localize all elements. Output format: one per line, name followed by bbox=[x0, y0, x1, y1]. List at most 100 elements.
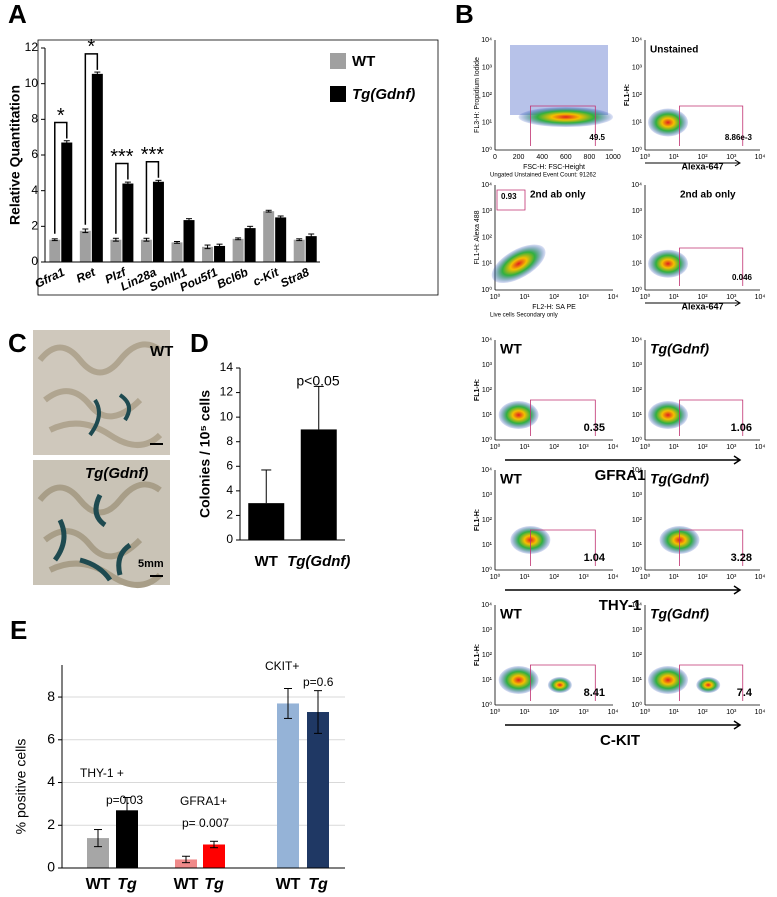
x-tick-label: 10¹ bbox=[519, 574, 530, 581]
x-tick-label: 10⁴ bbox=[755, 154, 766, 161]
bar bbox=[175, 859, 197, 868]
bar bbox=[61, 142, 73, 262]
axis-arrow bbox=[645, 299, 741, 307]
y-tick-label: 10¹ bbox=[632, 119, 643, 126]
marker-label: C-KIT bbox=[600, 732, 640, 749]
significance-label: * bbox=[57, 105, 65, 127]
y-tick-label: 10⁰ bbox=[481, 146, 492, 154]
y-tick-label: 10⁴ bbox=[481, 182, 492, 189]
bar bbox=[203, 844, 225, 868]
x-tick-label: 10² bbox=[549, 709, 560, 716]
density bbox=[648, 666, 688, 694]
y-tick-label: 10¹ bbox=[632, 261, 643, 268]
y-axis-label: % positive cells bbox=[13, 739, 29, 835]
plot-title: WT bbox=[500, 471, 522, 487]
x-axis-label: FSC-H: FSC-Height bbox=[523, 164, 585, 171]
density bbox=[648, 249, 688, 278]
significance-bracket bbox=[145, 161, 160, 234]
x-axis-label: Alexa-647 bbox=[681, 161, 723, 171]
x-tick-label: 10¹ bbox=[669, 444, 680, 451]
gate-value: 8.41 bbox=[584, 687, 605, 699]
y-tick-label: 10⁴ bbox=[631, 602, 642, 609]
x-tick-label: 10⁰ bbox=[640, 573, 651, 581]
annotation: p= 0.007 bbox=[182, 816, 229, 830]
image-label: WT bbox=[150, 343, 173, 360]
bar bbox=[293, 239, 305, 262]
x-tick-label: 10⁰ bbox=[640, 443, 651, 451]
x-tick-label: 1000 bbox=[605, 154, 621, 161]
y-axis-label: FL1-H: bbox=[474, 644, 481, 666]
y-tick-label: 10⁰ bbox=[481, 566, 492, 574]
gate bbox=[530, 529, 596, 566]
plot-frame bbox=[37, 39, 439, 296]
density bbox=[696, 677, 721, 693]
annotation: p<0.05 bbox=[296, 373, 339, 389]
x-tick-label: 10¹ bbox=[669, 709, 680, 716]
plot-title: Tg(Gdnf) bbox=[650, 606, 709, 622]
y-tick-label: 10⁴ bbox=[481, 37, 492, 44]
y-tick-label: 10⁰ bbox=[481, 286, 492, 294]
x-tick-label: 10² bbox=[697, 294, 708, 301]
annotation: p=0.03 bbox=[106, 793, 143, 807]
x-tick-label: 400 bbox=[536, 154, 548, 161]
significance-bracket bbox=[115, 162, 129, 234]
y-tick-label: 10³ bbox=[632, 208, 643, 215]
y-tick-label: 10² bbox=[482, 517, 493, 524]
annotation: GFRA1+ bbox=[180, 794, 227, 808]
y-tick-label: 8 bbox=[31, 112, 38, 126]
y-tick-label: 0 bbox=[31, 254, 38, 268]
plot-title: Unstained bbox=[650, 45, 698, 56]
y-tick-label: 10⁰ bbox=[631, 436, 642, 444]
x-tick-label: 10¹ bbox=[519, 294, 530, 301]
bar bbox=[300, 429, 337, 540]
x-tick-label: 10⁰ bbox=[490, 443, 501, 451]
gate bbox=[530, 105, 596, 146]
y-tick-label: 10¹ bbox=[632, 677, 643, 684]
x-tick-label: 10² bbox=[697, 444, 708, 451]
bar bbox=[263, 211, 275, 262]
y-tick-label: 12 bbox=[25, 40, 39, 54]
gate-value: 8.86e-3 bbox=[725, 133, 753, 142]
bar bbox=[91, 73, 103, 262]
density bbox=[498, 666, 539, 694]
y-tick-label: 10³ bbox=[482, 627, 493, 634]
bar bbox=[202, 246, 214, 262]
y-tick-label: 4 bbox=[226, 483, 233, 497]
y-tick-label: 10² bbox=[482, 92, 493, 99]
x-tick-label: 10¹ bbox=[669, 294, 680, 301]
x-tick-label: c-Kit bbox=[251, 264, 282, 288]
bar bbox=[140, 239, 152, 262]
y-tick-label: 0 bbox=[226, 532, 233, 546]
y-tick-label: 10⁰ bbox=[631, 146, 642, 154]
y-tick-label: 8 bbox=[47, 688, 55, 704]
legend-label: Tg(Gdnf) bbox=[352, 86, 415, 103]
gate-value: 7.4 bbox=[737, 687, 753, 699]
density bbox=[491, 244, 546, 284]
x-tick-label: 10⁴ bbox=[755, 574, 766, 581]
x-tick-label: 10⁴ bbox=[755, 709, 766, 716]
significance-label: *** bbox=[110, 146, 134, 168]
axis-arrow bbox=[645, 159, 741, 167]
y-axis-label: Relative Quantitation bbox=[7, 85, 23, 225]
bar bbox=[79, 230, 91, 262]
gate bbox=[530, 399, 596, 436]
gate bbox=[679, 105, 744, 146]
y-tick-label: 10⁴ bbox=[481, 602, 492, 609]
x-tick-label: 10¹ bbox=[669, 574, 680, 581]
x-tick-label: 10³ bbox=[726, 574, 737, 581]
y-tick-label: 10² bbox=[482, 652, 493, 659]
plot-title: 2nd ab only bbox=[680, 190, 736, 201]
y-tick-label: 10 bbox=[220, 409, 234, 423]
bar bbox=[49, 239, 61, 262]
x-tick-label: 10⁰ bbox=[490, 573, 501, 581]
y-tick-label: 10³ bbox=[482, 64, 493, 71]
x-tick-label: Stra8 bbox=[278, 265, 311, 291]
panel-letter: D bbox=[190, 328, 209, 358]
y-tick-label: 10⁴ bbox=[631, 182, 642, 189]
x-tick-label: Tg bbox=[117, 876, 137, 893]
significance-bracket bbox=[84, 53, 99, 225]
gate bbox=[679, 664, 744, 701]
x-tick-label: 10² bbox=[697, 574, 708, 581]
y-tick-label: 10⁰ bbox=[631, 286, 642, 294]
